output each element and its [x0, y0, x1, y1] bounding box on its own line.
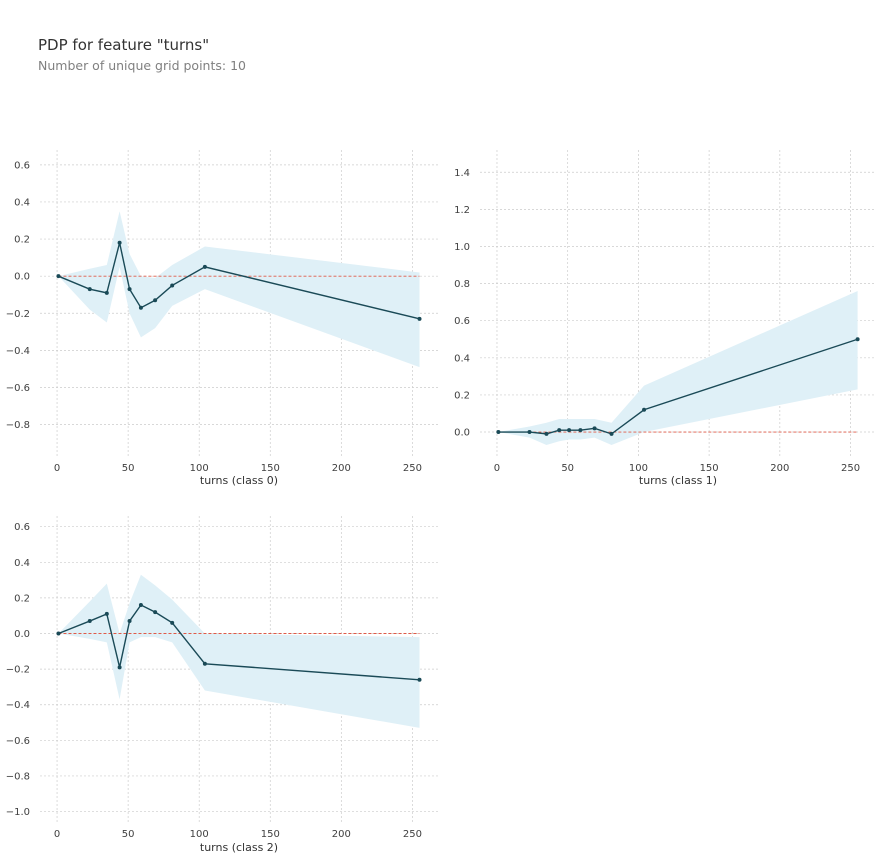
data-point [138, 305, 143, 310]
y-tick-label: 0.2 [14, 593, 30, 604]
data-point [417, 677, 422, 682]
y-tick-label: 0.0 [454, 428, 470, 439]
y-tick-label: 0.6 [454, 316, 470, 327]
data-point [609, 431, 614, 436]
y-tick-label: 0.4 [14, 197, 30, 208]
x-tick-label: 250 [403, 463, 422, 474]
data-point [127, 287, 132, 292]
y-tick-label: 0.8 [454, 279, 470, 290]
x-tick-label: 50 [122, 463, 135, 474]
x-tick-label: 200 [770, 463, 789, 474]
data-point [56, 274, 61, 279]
x-tick-label: 150 [700, 463, 719, 474]
pdp-panel-0: 0 50 100 150 200 250 −0.8 −0.6 −0.4 −0.2 0.0 0.2 0.4… [6, 150, 438, 487]
y-tick-label: −0.6 [6, 383, 30, 394]
data-point [855, 337, 860, 342]
pdp-line [498, 338, 858, 435]
chart-title: PDP for feature "turns" [38, 36, 210, 54]
y-tick-label: −0.2 [6, 309, 30, 320]
data-point [417, 316, 422, 321]
y-tick-label: 0.6 [14, 522, 30, 533]
data-point [117, 665, 122, 670]
x-tick-label: 0 [54, 829, 60, 840]
data-point [527, 430, 532, 435]
data-point [87, 619, 92, 624]
data-point [496, 430, 501, 435]
data-point [104, 290, 109, 295]
data-point [557, 428, 562, 433]
data-point [567, 428, 572, 433]
y-tick-label: −0.8 [6, 771, 30, 782]
data-point [104, 611, 109, 616]
y-tick-label: 0.6 [14, 160, 30, 171]
chart-subtitle: Number of unique grid points: 10 [38, 58, 246, 73]
y-tick-label: −0.4 [6, 346, 30, 357]
confidence-band [58, 211, 420, 368]
pdp-line [58, 604, 420, 681]
data-point [642, 407, 647, 412]
data-point [153, 610, 158, 615]
x-tick-label: 200 [332, 463, 351, 474]
data-point [202, 264, 207, 269]
y-tick-label: −0.6 [6, 736, 30, 747]
y-tick-label: −0.4 [6, 700, 30, 711]
data-point [170, 283, 175, 288]
y-tick-label: −0.8 [6, 420, 30, 431]
x-tick-label: 50 [122, 829, 135, 840]
x-tick-label: 250 [403, 829, 422, 840]
confidence-band [58, 574, 420, 728]
data-point [127, 619, 132, 624]
data-point [117, 240, 122, 245]
y-tick-label: 1.0 [454, 242, 470, 253]
x-tick-label: 150 [261, 829, 280, 840]
y-tick-label: 1.2 [454, 205, 470, 216]
y-tick-label: 0.4 [454, 353, 470, 364]
data-point [87, 287, 92, 292]
pdp-panel-2: 0 50 100 150 200 250 −1.0 −0.8 −0.6 −0.4 −0.2 0.0 0.… [6, 516, 438, 854]
y-tick-label: 0.2 [454, 390, 470, 401]
x-tick-label: 100 [629, 463, 648, 474]
x-tick-label: 150 [261, 463, 280, 474]
data-point [56, 631, 61, 636]
y-tick-label: 0.2 [14, 235, 30, 246]
data-point [170, 620, 175, 625]
x-tick-label: 0 [494, 463, 500, 474]
y-tick-label: 0.4 [14, 558, 30, 569]
x-tick-label: 250 [841, 463, 860, 474]
y-tick-label: 1.4 [454, 168, 470, 179]
x-tick-label: 200 [332, 829, 351, 840]
y-tick-label: 0.0 [14, 272, 30, 283]
x-axis-label: turns (class 0) [200, 474, 278, 487]
data-point [578, 428, 583, 433]
data-point [138, 603, 143, 608]
x-tick-label: 100 [190, 463, 209, 474]
y-tick-label: −0.2 [6, 665, 30, 676]
confidence-band [498, 291, 858, 446]
data-point [544, 431, 549, 436]
x-axis-label: turns (class 2) [200, 841, 278, 854]
y-tick-label: 0.0 [14, 629, 30, 640]
data-point [592, 426, 597, 431]
x-axis-label: turns (class 1) [639, 474, 717, 487]
x-tick-label: 50 [561, 463, 574, 474]
pdp-line [58, 242, 420, 320]
pdp-panel-1: 0 50 100 150 200 250 0.0 0.2 0.4 0.6 0.8 1.0 1.2 1.4 t… [454, 150, 876, 487]
data-point [153, 298, 158, 303]
x-tick-label: 0 [54, 463, 60, 474]
x-tick-label: 100 [190, 829, 209, 840]
data-point [202, 661, 207, 666]
y-tick-label: −1.0 [6, 807, 30, 818]
